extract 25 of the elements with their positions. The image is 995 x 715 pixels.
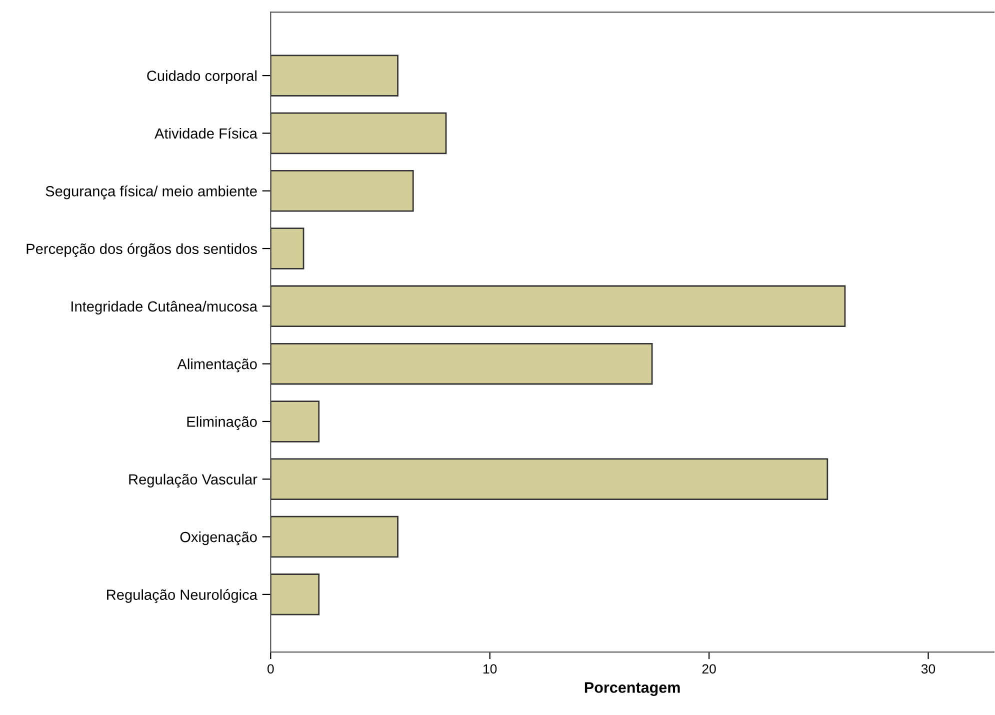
y-tick-label: Percepção dos órgãos dos sentidos <box>26 243 257 257</box>
bar <box>270 400 320 442</box>
y-tick-label: Oxigenação <box>180 531 257 546</box>
x-tick-label: 30 <box>921 664 936 674</box>
y-tick-label: Integridade Cutânea/mucosa <box>72 300 258 315</box>
bar <box>270 516 398 558</box>
y-tick-label: Segurança física/ meio ambiente <box>46 186 257 200</box>
y-tick-label: Eliminação <box>187 416 257 430</box>
x-axis-title: Porcentagem <box>584 682 680 696</box>
bar <box>270 574 320 616</box>
bar <box>270 458 828 500</box>
bar <box>270 170 414 212</box>
bar <box>270 112 447 154</box>
bar <box>270 54 398 96</box>
bar <box>270 228 304 270</box>
x-tick-label: 10 <box>484 664 497 674</box>
y-tick-label: Regulação Vascular <box>129 474 258 488</box>
x-tick-label: 20 <box>702 664 716 674</box>
y-tick-label: Alimentação <box>177 358 257 372</box>
y-tick-label: Regulação Neurológica <box>107 589 258 603</box>
x-tick-label: 0 <box>267 664 274 674</box>
bar <box>270 342 653 385</box>
y-tick-label: Atividade Física <box>154 128 258 139</box>
y-tick-label: Cuidado corporal <box>147 70 256 84</box>
bar <box>270 285 846 328</box>
